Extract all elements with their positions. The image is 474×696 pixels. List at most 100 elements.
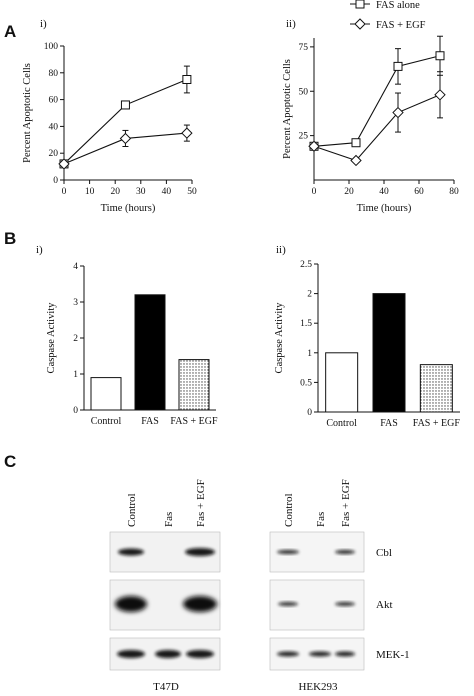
band [335,602,355,606]
y-tick-label: 75 [299,43,309,53]
band [183,596,217,612]
x-tick-label: 10 [85,187,95,197]
bar-fas-egf [419,364,453,413]
band [186,650,214,658]
x-tick-label: 0 [62,187,67,197]
y-tick-label: 2 [73,334,78,344]
data-point [119,132,132,145]
lane-label-right-3: Fas + EGF [340,479,352,527]
x-tick-label: 80 [449,187,459,197]
lane-label-left-3: Fas + EGF [195,479,207,527]
y-axis-label: Caspase Activity [46,302,57,374]
data-point [308,140,320,152]
panel-letter-a: A [4,22,17,41]
band [115,596,147,612]
category-label: Control [326,418,357,429]
category-label: Control [91,416,122,427]
x-tick-label: 60 [414,187,424,197]
legend-marker [355,0,365,9]
category-label: FAS [141,416,159,427]
y-tick-label: 60 [49,96,59,106]
panel-a-i-label: i) [40,18,47,30]
band [309,651,331,657]
x-tick-label: 30 [136,187,146,197]
bar-fas-egf [178,359,210,411]
series-line [313,55,441,147]
series-line [313,94,441,162]
y-tick-label: 0 [307,408,312,418]
data-point [435,51,445,61]
bar-control [325,352,359,413]
cell-line-label-t47d: T47D [153,681,179,693]
y-tick-label: 4 [73,262,78,272]
y-tick-label: 20 [49,149,59,159]
protein-label-akt: Akt [376,599,393,611]
x-tick-label: 20 [344,187,354,197]
legend-label: FAS alone [376,0,420,11]
band [155,650,181,658]
panel-b-i-label: i) [36,244,43,256]
category-label: FAS + EGF [413,418,461,429]
legend-label: FAS + EGF [376,20,426,31]
band [277,651,299,657]
lane-label-right-2: Fas [315,512,327,527]
panel-letter-c: C [4,452,17,471]
y-tick-label: 40 [49,122,59,132]
bar-control [90,377,122,411]
y-tick-label: 2 [307,290,312,300]
data-point [351,138,361,148]
y-tick-label: 3 [73,298,78,308]
lane-label-left-1: Control [126,493,138,527]
panel-a-ii-label: ii) [286,18,296,30]
x-tick-label: 40 [162,187,172,197]
category-label: FAS [380,418,398,429]
y-tick-label: 1 [307,349,312,359]
band [118,548,144,556]
y-tick-label: 80 [49,69,59,79]
y-tick-label: 25 [299,132,309,142]
y-tick-label: 0.5 [300,378,312,388]
band [117,650,145,658]
y-tick-label: 100 [44,42,59,52]
band [185,548,215,556]
y-axis-label: Percent Apoptotic Cells [282,59,293,159]
band [335,550,355,554]
cell-line-label-hek293: HEK293 [298,681,338,693]
data-point [350,154,362,167]
x-tick-label: 40 [379,187,389,197]
bar-fas [134,294,166,411]
band [335,651,355,657]
y-axis-label: Caspase Activity [274,302,285,374]
data-point [181,127,193,139]
x-tick-label: 50 [187,187,197,197]
y-tick-label: 1 [73,370,78,380]
data-point [182,75,192,84]
x-axis-label: Time (hours) [357,203,412,214]
band [277,550,299,554]
lane-label-left-2: Fas [163,512,175,527]
x-tick-label: 20 [110,187,120,197]
panel-b-ii-label: ii) [276,244,286,256]
legend-marker [354,18,366,30]
lane-label-right-1: Control [283,493,295,527]
data-point [393,61,403,71]
band [278,602,298,606]
protein-label-cbl: Cbl [376,547,392,559]
category-label: FAS + EGF [170,416,218,427]
x-tick-label: 0 [312,187,317,197]
data-point [434,89,446,101]
y-tick-label: 50 [299,87,309,97]
data-point [120,100,130,110]
y-tick-label: 1.5 [300,319,312,329]
protein-label-mek-1: MEK-1 [376,649,410,661]
x-axis-label: Time (hours) [101,203,156,214]
y-tick-label: 2.5 [300,260,312,270]
y-tick-label: 0 [53,176,58,186]
panel-letter-b: B [4,229,17,248]
y-axis-label: Percent Apoptotic Cells [22,63,33,163]
